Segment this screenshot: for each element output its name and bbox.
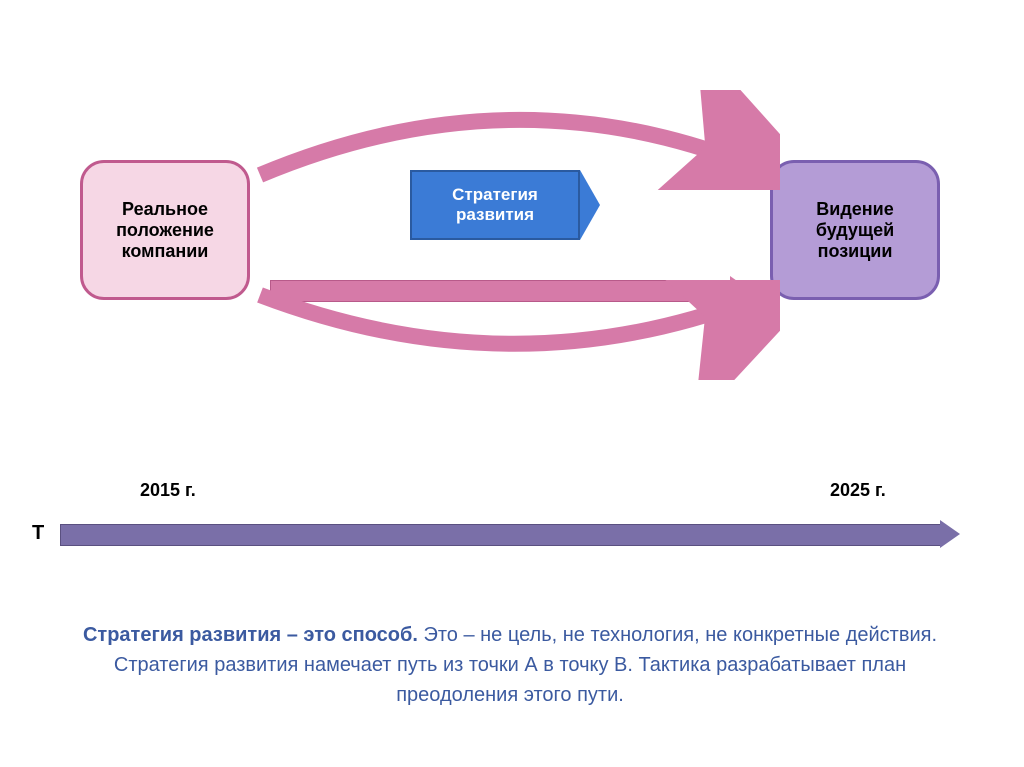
timeline-arrow [60,520,960,548]
caption-bold: Стратегия развития – это способ. [83,624,418,646]
left-box-text: Реальное положение компании [93,199,237,262]
strategy-diagram: Реальное положение компании Видение буду… [80,130,940,410]
left-box: Реальное положение компании [80,160,250,300]
timeline-end-label: 2025 г. [830,480,886,501]
bottom-curved-arrow [240,280,780,380]
center-box-text: Стратегия развития [412,185,578,225]
timeline-t-label: T [32,522,44,545]
timeline-start-label: 2015 г. [140,480,196,501]
right-box: Видение будущей позиции [770,160,940,300]
timeline: T 2015 г. 2025 г. [60,470,960,560]
caption: Стратегия развития – это способ. Это – н… [80,620,940,710]
right-box-text: Видение будущей позиции [783,199,927,262]
top-curved-arrow [240,90,780,190]
